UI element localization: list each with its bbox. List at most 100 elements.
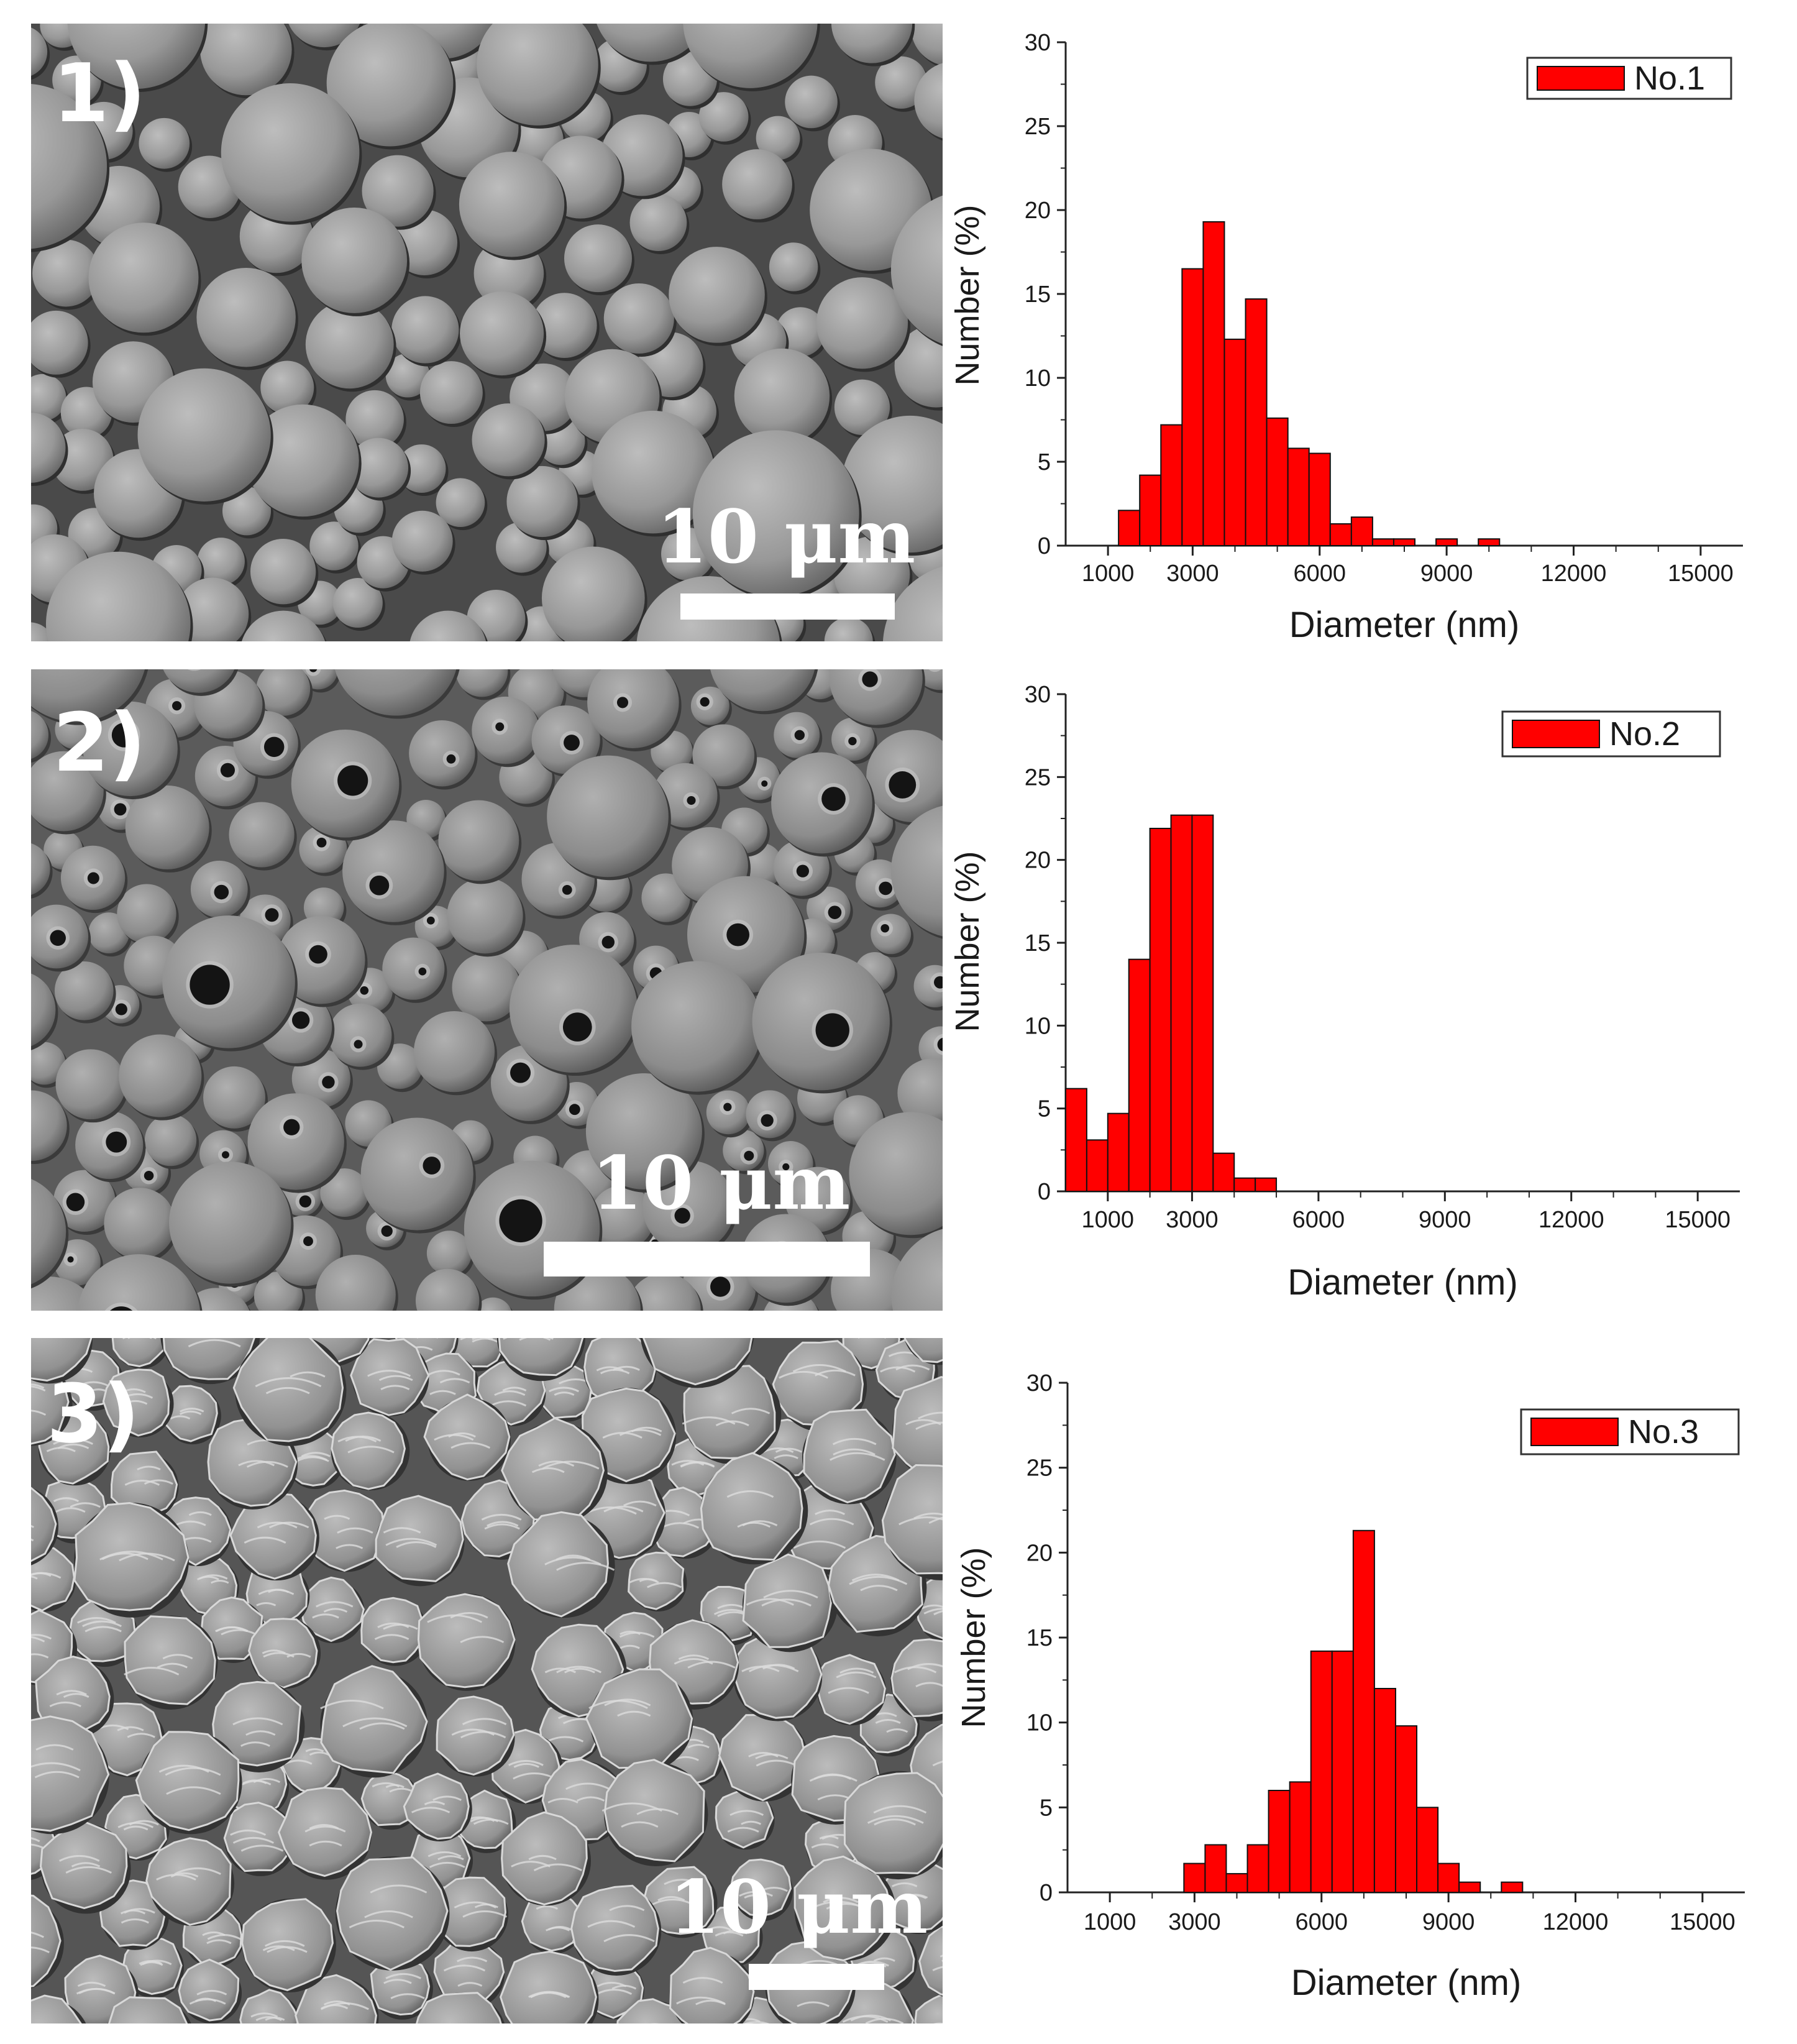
particle <box>331 1411 406 1490</box>
wrinkle <box>746 1598 794 1606</box>
wrinkle <box>49 1701 81 1707</box>
wrinkle <box>305 1748 324 1753</box>
wrinkle <box>546 1927 570 1932</box>
wrinkle <box>374 1634 409 1640</box>
x-tick-label: 15000 <box>1665 1207 1731 1233</box>
particle <box>871 914 912 955</box>
histogram-bar <box>1204 1844 1227 1893</box>
wrinkle <box>933 1610 943 1616</box>
particle <box>914 63 943 139</box>
panel-3-label: 3) <box>47 1367 140 1461</box>
wrinkle <box>623 1500 657 1506</box>
wrinkle <box>78 1381 109 1387</box>
wrinkle <box>165 1767 221 1776</box>
histogram-no2: 0 5 10 15 20 25 30 1000 3000 6000 9000 12000 15000 Nu… <box>949 682 1740 1303</box>
wrinkle <box>450 1442 491 1449</box>
pore-rim <box>305 669 321 676</box>
histogram-bar <box>1118 510 1141 546</box>
sem-2-particles <box>31 669 943 1311</box>
histogram-bar <box>1352 1529 1375 1894</box>
particle <box>700 1452 803 1561</box>
wrinkle <box>695 1999 726 2005</box>
wrinkle <box>378 1375 413 1382</box>
wrinkle <box>396 1541 437 1548</box>
pore <box>616 697 629 708</box>
x-tick-label: 3000 <box>1166 561 1219 587</box>
pore <box>821 787 846 811</box>
particle <box>31 1487 57 1562</box>
wrinkle <box>531 1467 565 1473</box>
y-tick-label: 20 <box>1025 198 1051 224</box>
particle <box>199 24 292 96</box>
particle <box>585 1668 693 1769</box>
histogram-bar <box>1170 814 1193 1192</box>
particle <box>31 973 56 1047</box>
pore <box>601 935 615 949</box>
pore <box>360 986 369 995</box>
wrinkle <box>762 1447 794 1453</box>
wrinkle <box>609 1905 645 1912</box>
wrinkle <box>620 1630 641 1635</box>
wrinkle <box>905 1419 941 1426</box>
histogram-bar <box>1392 538 1416 547</box>
particle <box>436 478 485 528</box>
wrinkle <box>349 1920 405 1928</box>
particle <box>102 1368 170 1437</box>
particle <box>403 1772 470 1840</box>
wrinkle <box>188 1511 212 1516</box>
y-tick-label: 20 <box>1027 1540 1053 1566</box>
wrinkle <box>127 1338 152 1339</box>
wrinkle <box>533 1863 582 1871</box>
particle <box>31 27 48 76</box>
particle <box>629 194 687 252</box>
wrinkle <box>530 1992 567 1999</box>
wrinkle <box>216 1626 249 1633</box>
wrinkle <box>671 1460 705 1466</box>
wrinkle <box>895 1364 930 1371</box>
wrinkle <box>206 1939 232 1945</box>
wrinkle <box>487 1521 519 1527</box>
x-tick-label: 6000 <box>1292 1207 1345 1233</box>
particle <box>212 1680 302 1767</box>
particle <box>642 1338 753 1386</box>
particle <box>196 267 296 367</box>
particle <box>88 222 199 333</box>
histogram-bar <box>1233 1177 1256 1192</box>
particle <box>587 669 679 748</box>
pore <box>862 671 878 687</box>
particle <box>247 1093 344 1190</box>
wrinkle <box>58 1854 100 1862</box>
wrinkle <box>565 1782 610 1790</box>
wrinkle <box>31 1538 34 1542</box>
wrinkle <box>127 1733 155 1738</box>
pore <box>426 916 435 925</box>
wrinkle <box>31 1524 34 1528</box>
pore <box>446 754 456 764</box>
wrinkle <box>232 1717 283 1726</box>
wrinkle <box>31 1653 49 1659</box>
particle <box>397 444 446 493</box>
particle <box>669 1946 755 2023</box>
histogram-bar <box>1246 1844 1269 1893</box>
particle <box>39 1820 128 1909</box>
particle <box>145 1837 232 1926</box>
legend-label: No.1 <box>1634 60 1705 97</box>
particle <box>31 1715 110 1832</box>
wrinkle <box>741 1666 780 1672</box>
y-tick-label: 0 <box>1038 1179 1051 1205</box>
y-tick-label: 30 <box>1025 682 1051 708</box>
wrinkle <box>448 1432 476 1438</box>
wrinkle <box>342 1717 408 1728</box>
wrinkle <box>833 1448 876 1455</box>
wrinkle <box>810 1900 866 1910</box>
particle <box>597 24 705 62</box>
wrinkle <box>70 1502 101 1508</box>
pore <box>316 837 327 848</box>
wrinkle <box>174 1867 221 1875</box>
y-tick-label: 10 <box>1025 1013 1051 1039</box>
particle <box>734 348 830 444</box>
wrinkle <box>687 1744 710 1749</box>
histogram-bar <box>1139 474 1162 546</box>
legend-label: No.3 <box>1628 1413 1699 1451</box>
sem-panel-1: 1) 10 μm <box>31 24 943 641</box>
